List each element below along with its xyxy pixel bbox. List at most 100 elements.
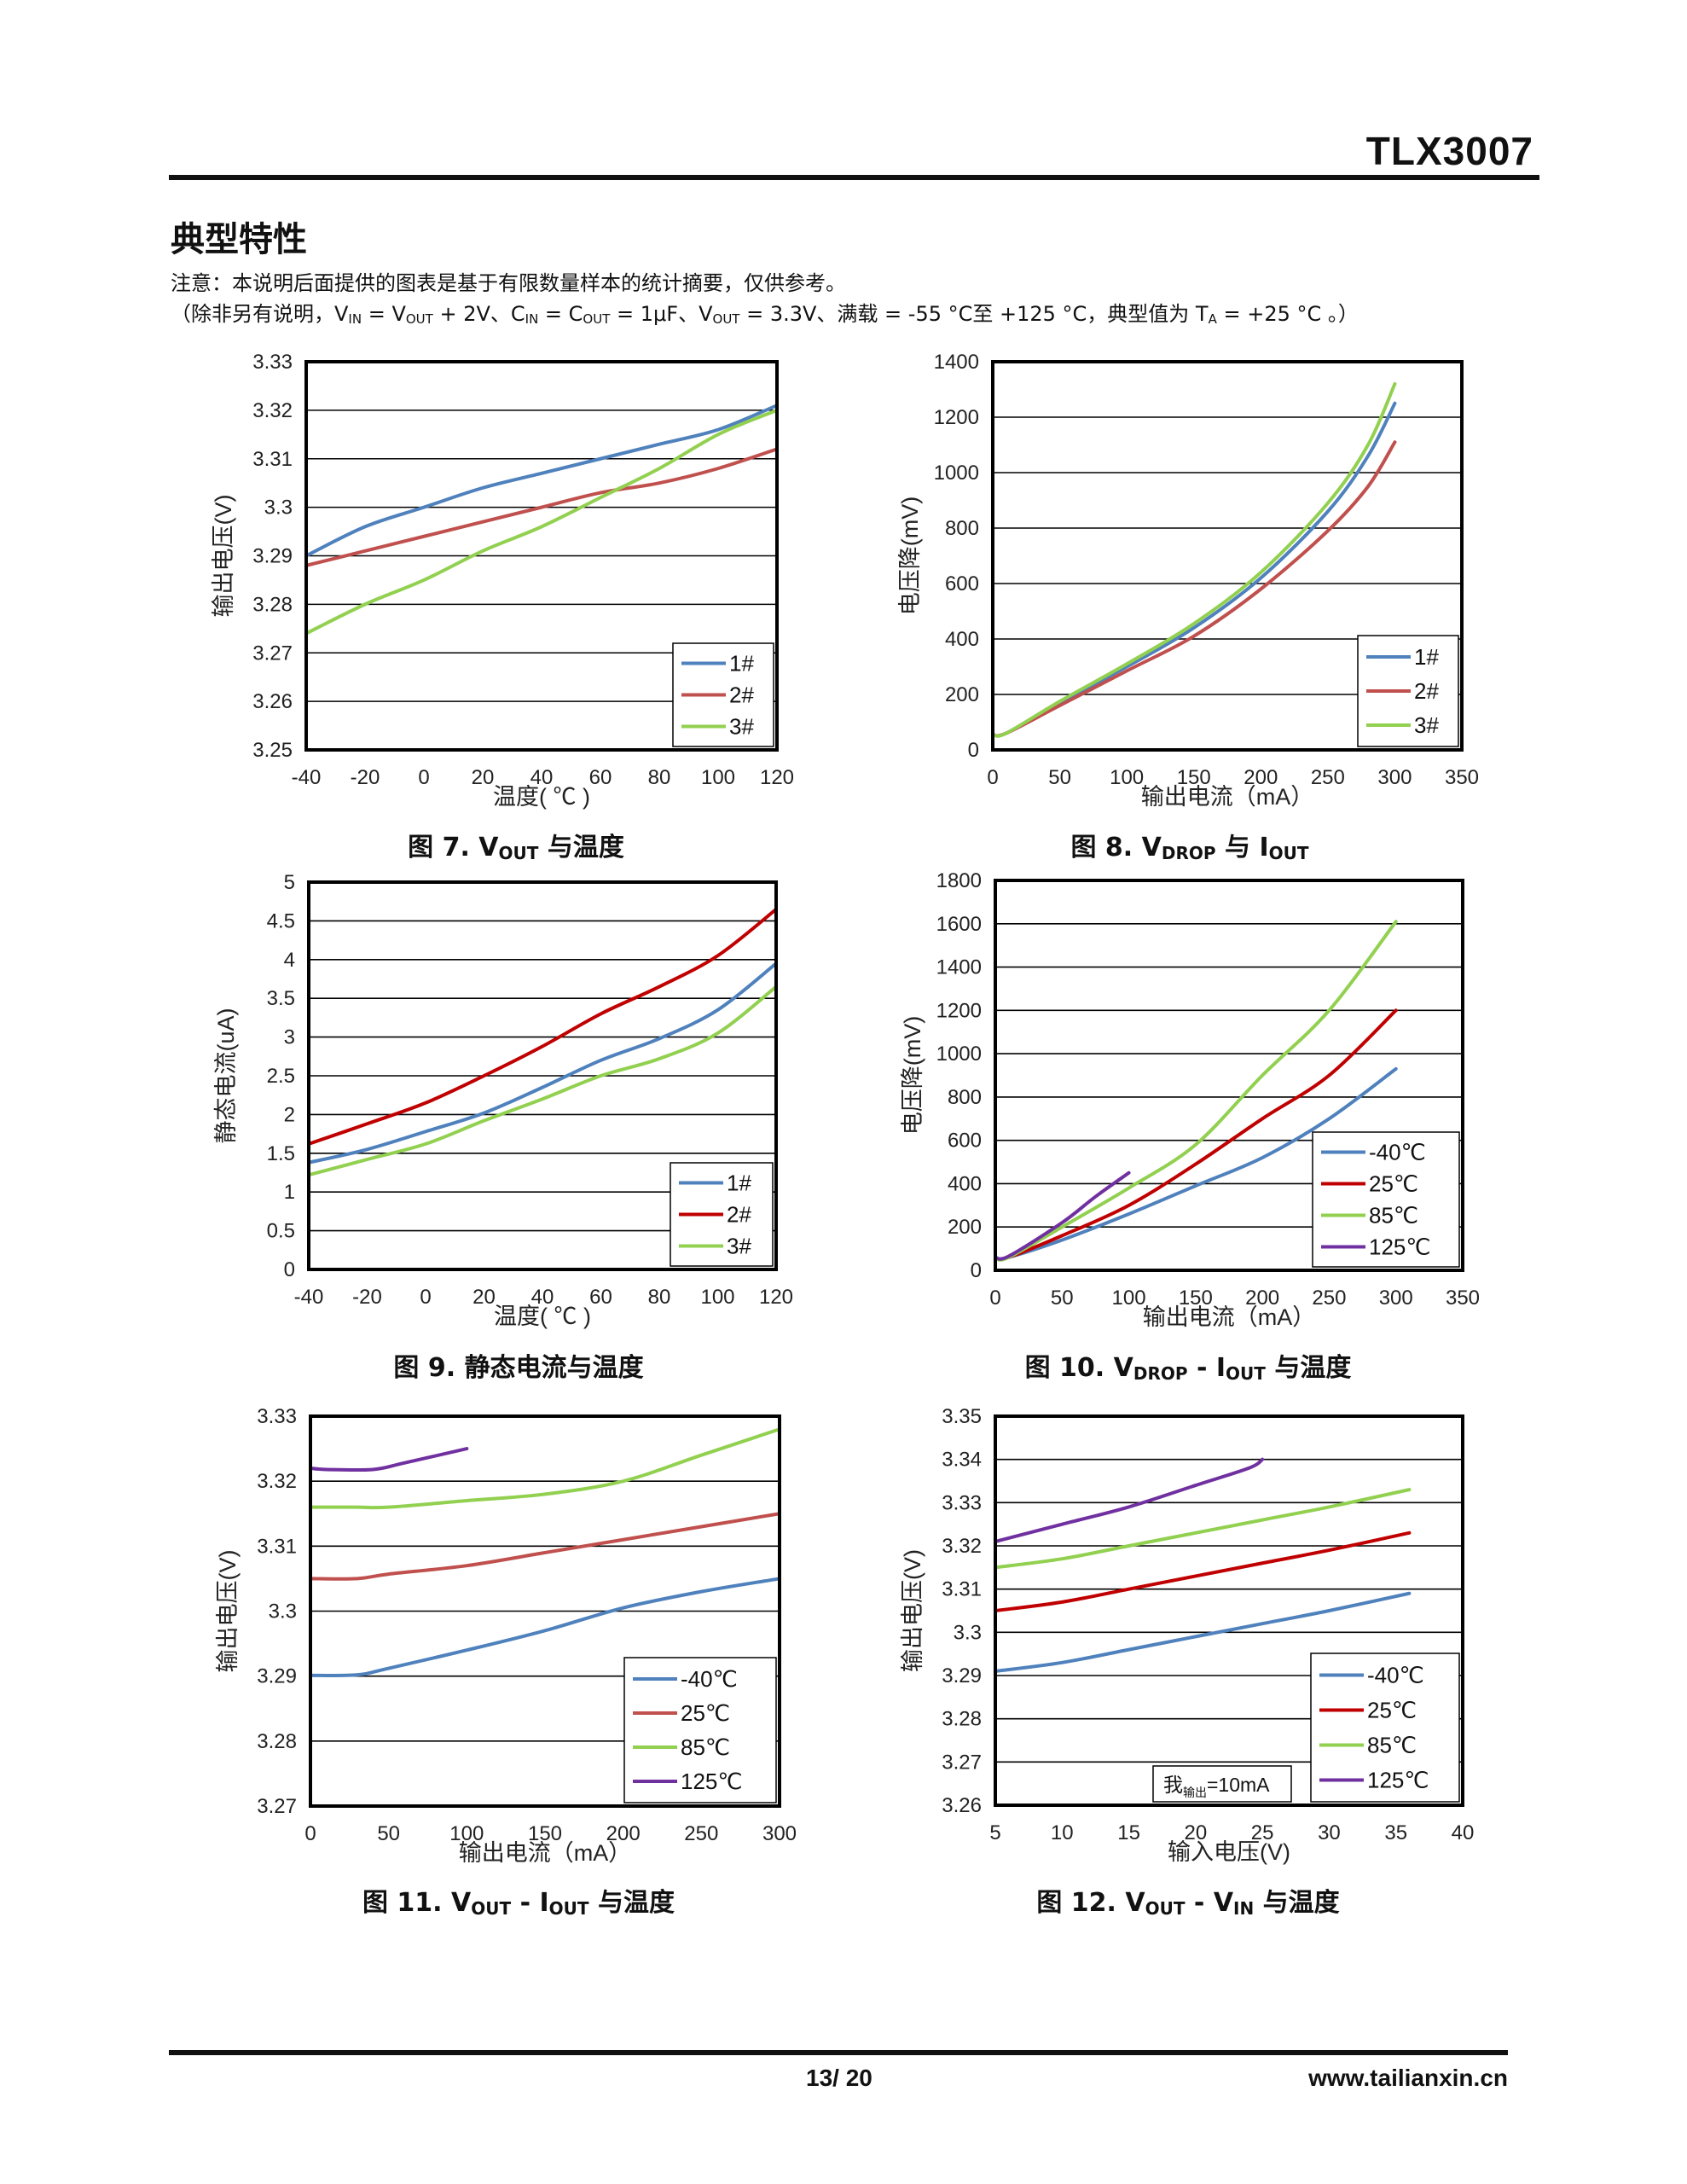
x-tick-label: 200 <box>1244 766 1278 789</box>
y-axis-title: 电压降(mV) <box>897 497 923 615</box>
y-tick-label: 3.29 <box>942 1664 982 1687</box>
x-tick-label: 15 <box>1117 1821 1140 1844</box>
x-tick-label: 100 <box>449 1822 484 1845</box>
x-tick-label: 0 <box>987 766 998 789</box>
y-tick-label: 3.25 <box>252 739 293 762</box>
x-tick-label: 30 <box>1318 1821 1341 1844</box>
x-axis-title: 输入电压(V) <box>1168 1839 1290 1865</box>
x-tick-label: 60 <box>589 766 612 789</box>
legend-label: 25℃ <box>1369 1171 1418 1197</box>
x-tick-label: 50 <box>1051 1287 1074 1310</box>
y-tick-label: 400 <box>945 628 979 651</box>
y-tick-label: 0 <box>284 1258 295 1281</box>
y-tick-label: 3.27 <box>257 1795 297 1818</box>
y-tick-label: 3.28 <box>942 1708 982 1731</box>
legend-label: 3# <box>729 714 754 740</box>
x-tick-label: 250 <box>1311 766 1345 789</box>
series-line <box>304 447 779 567</box>
y-tick-label: 3.33 <box>942 1491 982 1514</box>
y-tick-label: 1000 <box>934 462 979 485</box>
y-tick-label: 3.26 <box>942 1794 982 1817</box>
legend-label: -40℃ <box>1367 1663 1424 1688</box>
y-tick-label: 3.31 <box>252 448 293 471</box>
legend-label: 25℃ <box>1367 1698 1417 1723</box>
plot-frame <box>994 879 1464 1272</box>
x-tick-label: 40 <box>1452 1821 1475 1844</box>
y-tick-label: 800 <box>945 517 979 540</box>
y-tick-label: 400 <box>948 1172 982 1195</box>
x-tick-label: 300 <box>1377 766 1412 789</box>
y-tick-label: 0.5 <box>267 1220 295 1243</box>
x-tick-label: -40 <box>292 766 322 789</box>
series-line <box>994 1008 1398 1262</box>
y-axis-title: 输出电压(V) <box>211 495 236 618</box>
x-axis-title: 输出电流（mA） <box>1141 784 1314 810</box>
legend-label: 2# <box>1414 678 1439 704</box>
plot-frame <box>309 1414 781 1808</box>
x-tick-label: 80 <box>648 1286 671 1309</box>
x-tick-label: 5 <box>989 1821 1000 1844</box>
x-tick-label: 25 <box>1251 1821 1274 1844</box>
section-title: 典型特性 <box>171 220 307 259</box>
y-tick-label: 0 <box>971 1259 982 1282</box>
y-tick-label: 3.3 <box>269 1600 297 1623</box>
x-tick-label: -20 <box>352 1286 382 1309</box>
x-tick-label: 150 <box>528 1822 562 1845</box>
y-tick-label: 3.28 <box>257 1730 297 1753</box>
y-tick-label: 800 <box>948 1086 982 1109</box>
y-tick-label: 5 <box>284 871 295 894</box>
x-axis-title: 温度( ℃ ) <box>493 784 590 810</box>
x-tick-label: 20 <box>472 766 495 789</box>
x-tick-label: -20 <box>351 766 380 789</box>
x-tick-label: 350 <box>1446 1287 1480 1310</box>
legend-box <box>623 1657 777 1804</box>
y-tick-label: 3.26 <box>252 690 293 713</box>
y-tick-label: 200 <box>945 683 979 706</box>
legend-label: 85℃ <box>1367 1733 1417 1758</box>
x-tick-label: 250 <box>684 1822 718 1845</box>
x-tick-label: 300 <box>762 1822 797 1845</box>
legend-box <box>1310 1653 1460 1803</box>
y-tick-label: 1600 <box>936 913 982 936</box>
x-tick-label: 35 <box>1384 1821 1407 1844</box>
caption-fig8: 图 8. VDROP 与 IOUT <box>1070 833 1309 863</box>
legend-label: 2# <box>727 1202 751 1228</box>
footer-divider <box>169 2050 1508 2055</box>
legend-label: 125℃ <box>1369 1234 1431 1260</box>
disclaimer-note: 注意：本说明后面提供的图表是基于有限数量样本的统计摘要，仅供参考。 <box>171 271 846 295</box>
header-divider <box>169 175 1539 180</box>
x-tick-label: 20 <box>472 1286 496 1309</box>
x-tick-label: 0 <box>304 1822 316 1845</box>
legend-label: 85℃ <box>681 1734 730 1760</box>
series-line <box>307 961 778 1165</box>
y-tick-label: 3.32 <box>257 1470 297 1493</box>
y-tick-label: 3.33 <box>257 1405 297 1428</box>
legend-label: 85℃ <box>1369 1203 1418 1228</box>
y-tick-label: 0 <box>968 739 979 762</box>
x-tick-label: 100 <box>1112 1287 1146 1310</box>
y-tick-label: 3.34 <box>942 1449 982 1472</box>
x-tick-label: 120 <box>760 766 794 789</box>
legend-label: 3# <box>727 1234 751 1259</box>
y-tick-label: 3.3 <box>264 497 293 520</box>
x-tick-label: 120 <box>759 1286 793 1309</box>
y-tick-label: 4 <box>284 949 295 972</box>
caption-fig11: 图 11. VOUT - IOUT 与温度 <box>362 1888 675 1919</box>
y-axis-title: 输出电压(V) <box>215 1550 241 1673</box>
y-tick-label: 1400 <box>934 351 979 374</box>
document-title: TLX3007 <box>1365 129 1533 173</box>
y-tick-label: 3 <box>284 1026 295 1049</box>
y-tick-label: 1.5 <box>267 1142 295 1165</box>
x-tick-label: 100 <box>1110 766 1144 789</box>
y-tick-label: 3.29 <box>257 1665 297 1688</box>
x-axis-title: 输出电流（mA） <box>459 1840 632 1866</box>
annotation-box <box>1152 1765 1292 1803</box>
y-axis-title: 输出电压(V) <box>900 1549 925 1672</box>
y-tick-label: 3.27 <box>942 1751 982 1774</box>
legend-label: 125℃ <box>1367 1768 1429 1793</box>
series-line <box>994 1591 1412 1673</box>
